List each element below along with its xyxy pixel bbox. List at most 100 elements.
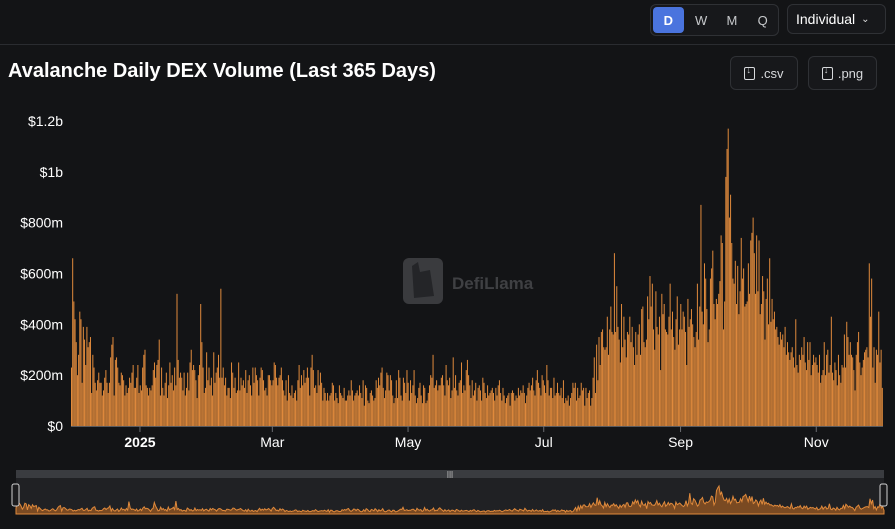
bar[interactable]	[436, 380, 438, 426]
bar[interactable]	[687, 298, 689, 426]
bar[interactable]	[481, 400, 483, 426]
bar[interactable]	[727, 128, 729, 427]
bar[interactable]	[720, 235, 722, 427]
bar[interactable]	[71, 367, 72, 426]
bar[interactable]	[630, 342, 632, 427]
bar[interactable]	[510, 392, 512, 426]
bar[interactable]	[785, 354, 787, 426]
bar[interactable]	[303, 370, 305, 426]
bar[interactable]	[574, 382, 576, 426]
bar[interactable]	[335, 392, 337, 426]
bar[interactable]	[222, 367, 224, 426]
bar[interactable]	[289, 392, 291, 426]
bar[interactable]	[135, 387, 137, 427]
bar[interactable]	[497, 385, 499, 426]
bar[interactable]	[425, 403, 427, 427]
bar[interactable]	[388, 390, 390, 426]
bar[interactable]	[348, 390, 350, 426]
bar[interactable]	[501, 400, 503, 426]
bar[interactable]	[393, 403, 395, 427]
bar[interactable]	[402, 377, 404, 426]
bar[interactable]	[236, 390, 238, 426]
bar[interactable]	[235, 392, 237, 426]
bar[interactable]	[193, 365, 195, 426]
bar[interactable]	[328, 400, 330, 426]
bar[interactable]	[190, 349, 192, 426]
bar[interactable]	[645, 339, 647, 426]
download-csv-button[interactable]: .csv	[730, 56, 798, 90]
bar[interactable]	[853, 370, 855, 426]
bar[interactable]	[559, 395, 561, 427]
bar[interactable]	[99, 382, 101, 426]
bar[interactable]	[342, 398, 344, 426]
bar[interactable]	[366, 387, 368, 427]
bar[interactable]	[417, 398, 419, 426]
bar[interactable]	[856, 342, 858, 427]
bar[interactable]	[736, 304, 738, 426]
bar[interactable]	[849, 342, 851, 427]
bar[interactable]	[323, 387, 325, 427]
bar[interactable]	[95, 390, 97, 426]
bar[interactable]	[596, 344, 598, 426]
bar[interactable]	[491, 387, 493, 427]
bar[interactable]	[449, 377, 451, 426]
bar[interactable]	[261, 370, 263, 426]
bar[interactable]	[829, 365, 831, 426]
bar[interactable]	[503, 395, 505, 427]
bar[interactable]	[654, 349, 656, 426]
bar[interactable]	[443, 385, 445, 426]
bar[interactable]	[410, 380, 412, 426]
bar[interactable]	[231, 362, 233, 426]
bar[interactable]	[768, 324, 770, 426]
bar[interactable]	[661, 293, 663, 426]
bar[interactable]	[293, 392, 295, 426]
bar[interactable]	[495, 387, 497, 427]
bar[interactable]	[546, 365, 548, 426]
bar[interactable]	[479, 390, 481, 426]
bar[interactable]	[343, 387, 345, 427]
bar[interactable]	[151, 385, 153, 426]
bar[interactable]	[507, 395, 509, 427]
bar[interactable]	[545, 392, 547, 426]
bar[interactable]	[533, 390, 535, 426]
bar[interactable]	[457, 395, 459, 427]
bar[interactable]	[287, 375, 289, 426]
bar[interactable]	[364, 385, 366, 426]
bar[interactable]	[721, 243, 723, 426]
bar[interactable]	[405, 392, 407, 426]
bar[interactable]	[715, 298, 717, 426]
bar[interactable]	[466, 359, 468, 426]
bar[interactable]	[277, 385, 279, 426]
bar[interactable]	[372, 395, 374, 427]
bar[interactable]	[359, 385, 361, 426]
bar[interactable]	[689, 319, 691, 426]
bar[interactable]	[775, 329, 777, 426]
bar[interactable]	[78, 354, 80, 426]
bar[interactable]	[616, 286, 618, 426]
bar[interactable]	[363, 405, 365, 426]
bar[interactable]	[797, 372, 799, 427]
bar[interactable]	[232, 372, 234, 427]
bar[interactable]	[548, 395, 550, 427]
bar[interactable]	[329, 395, 331, 427]
bar[interactable]	[578, 398, 580, 426]
bar[interactable]	[412, 385, 414, 426]
bar[interactable]	[471, 380, 473, 426]
bar[interactable]	[756, 235, 758, 427]
bar[interactable]	[698, 339, 700, 426]
bar[interactable]	[208, 367, 210, 426]
bar[interactable]	[475, 382, 477, 426]
bar[interactable]	[296, 400, 298, 426]
bar[interactable]	[108, 382, 110, 426]
bar[interactable]	[878, 311, 880, 427]
bar[interactable]	[830, 316, 832, 426]
bar[interactable]	[696, 283, 698, 426]
bar[interactable]	[515, 395, 517, 427]
bar[interactable]	[259, 377, 261, 426]
bar[interactable]	[589, 390, 591, 426]
bar[interactable]	[714, 319, 716, 426]
bar[interactable]	[753, 253, 755, 426]
bar[interactable]	[657, 334, 659, 427]
bar[interactable]	[404, 382, 406, 426]
bar[interactable]	[156, 365, 158, 426]
